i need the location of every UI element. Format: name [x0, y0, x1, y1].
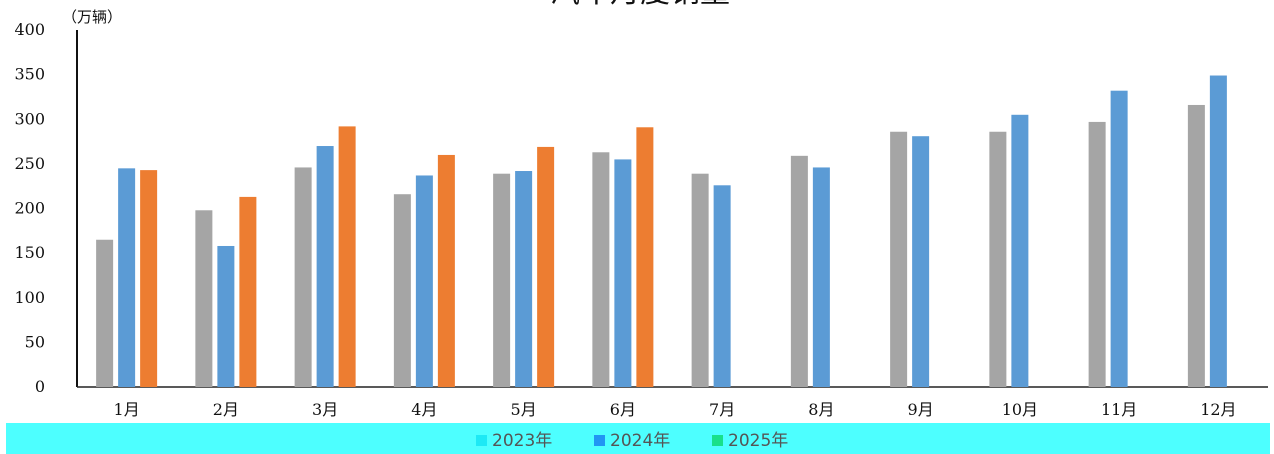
chart-title: 汽车月度销量 — [550, 0, 730, 10]
legend-marker — [712, 435, 723, 446]
x-category-label: 8月 — [808, 400, 834, 419]
legend-label: 2025年 — [728, 431, 788, 451]
bar — [1011, 114, 1029, 387]
y-tick-labels: 0 50 100 150 200 250 300 350 400 — [14, 20, 45, 396]
bar — [1209, 75, 1227, 387]
x-category-label: 9月 — [908, 400, 934, 419]
x-category-label: 1月 — [114, 400, 140, 419]
legend-band — [6, 423, 1270, 454]
bar — [393, 194, 411, 387]
legend: 2023年 2024年 2025年 — [476, 431, 788, 451]
x-category-label: 2月 — [213, 400, 239, 419]
x-category-label: 3月 — [312, 400, 338, 419]
bar — [118, 168, 136, 387]
legend-marker — [594, 435, 605, 446]
legend-label: 2023年 — [492, 431, 552, 451]
y-tick-label: 150 — [14, 243, 45, 262]
bars-group — [96, 75, 1227, 388]
bar — [316, 146, 334, 387]
y-tick-label: 350 — [14, 65, 45, 84]
bar — [713, 185, 731, 387]
bar — [195, 210, 213, 387]
bar — [493, 173, 511, 387]
category-labels: 1月 2月 3月 4月 5月 6月 7月 8月 9月 10月 11月 12月 — [114, 400, 1237, 419]
bar — [636, 127, 654, 387]
x-category-label: 10月 — [1002, 400, 1038, 419]
bar — [1088, 121, 1106, 388]
bar — [691, 173, 709, 387]
y-tick-label: 0 — [35, 377, 45, 396]
bar — [217, 245, 235, 387]
bar — [96, 239, 114, 387]
x-category-label: 6月 — [610, 400, 636, 419]
legend-label: 2024年 — [610, 431, 670, 451]
y-tick-label: 400 — [14, 20, 45, 39]
y-tick-label: 200 — [14, 199, 45, 218]
bar — [437, 154, 455, 387]
bar — [1187, 104, 1205, 387]
bar — [294, 167, 312, 387]
bar — [912, 136, 930, 387]
bar — [812, 167, 830, 387]
x-category-label: 5月 — [511, 400, 537, 419]
legend-marker — [476, 435, 487, 446]
bar — [415, 175, 433, 387]
y-tick-label: 300 — [14, 109, 45, 128]
bar — [515, 171, 533, 387]
x-category-label: 12月 — [1200, 400, 1236, 419]
bar — [239, 196, 257, 387]
bar — [989, 131, 1007, 387]
x-category-label: 4月 — [411, 400, 437, 419]
y-tick-label: 250 — [14, 154, 45, 173]
bar — [338, 126, 356, 387]
x-category-label: 11月 — [1101, 400, 1137, 419]
x-category-label: 7月 — [709, 400, 735, 419]
bar — [790, 155, 808, 387]
bar — [537, 146, 555, 387]
bar — [1110, 90, 1128, 387]
bar — [614, 159, 632, 387]
y-tick-label: 50 — [25, 332, 45, 351]
bar — [592, 152, 610, 387]
y-axis-unit-label: （万辆） — [62, 8, 122, 26]
y-tick-label: 100 — [14, 288, 45, 307]
bar — [140, 170, 158, 387]
bar — [890, 131, 908, 387]
